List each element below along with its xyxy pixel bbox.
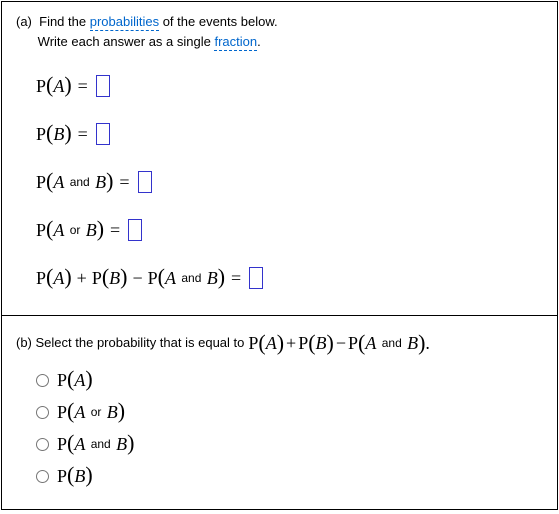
probabilities-link[interactable]: probabilities: [90, 14, 159, 31]
prompt-expression: P ( A ) + P ( B ) − P ( A and B ) .: [248, 326, 430, 361]
prob-row-pa-or-b: P ( A or B ) =: [36, 217, 543, 243]
prob-row-pa-and-b: P ( A and B ) =: [36, 169, 543, 195]
option-pb[interactable]: P ( B ): [36, 463, 543, 489]
option-pa-or-b[interactable]: P ( A or B ): [36, 399, 543, 425]
input-sum[interactable]: [249, 267, 263, 289]
prob-row-sum: P ( A ) + P ( B ) − P ( A and B ) =: [36, 265, 543, 291]
prob-row-pb: P ( B ) =: [36, 121, 543, 147]
fraction-link[interactable]: fraction: [214, 34, 257, 51]
option-pa-and-b[interactable]: P ( A and B ): [36, 431, 543, 457]
input-pa-and-b[interactable]: [138, 171, 152, 193]
part-b: (b) Select the probability that is equal…: [2, 316, 557, 509]
input-pb[interactable]: [96, 123, 110, 145]
part-b-label: (b): [16, 333, 32, 354]
part-b-prompt: (b) Select the probability that is equal…: [16, 326, 543, 361]
radio-pa-or-b[interactable]: [36, 406, 49, 419]
part-a: (a) Find the probabilities of the events…: [2, 2, 557, 316]
input-pa-or-b[interactable]: [128, 219, 142, 241]
question-container: (a) Find the probabilities of the events…: [1, 1, 558, 510]
radio-pa-and-b[interactable]: [36, 438, 49, 451]
radio-pa[interactable]: [36, 374, 49, 387]
option-pa[interactable]: P ( A ): [36, 367, 543, 393]
part-a-label: (a): [16, 14, 32, 29]
part-a-instruction: (a) Find the probabilities of the events…: [16, 12, 543, 51]
radio-pb[interactable]: [36, 470, 49, 483]
prob-row-pa: P ( A ) =: [36, 73, 543, 99]
input-pa[interactable]: [96, 75, 110, 97]
